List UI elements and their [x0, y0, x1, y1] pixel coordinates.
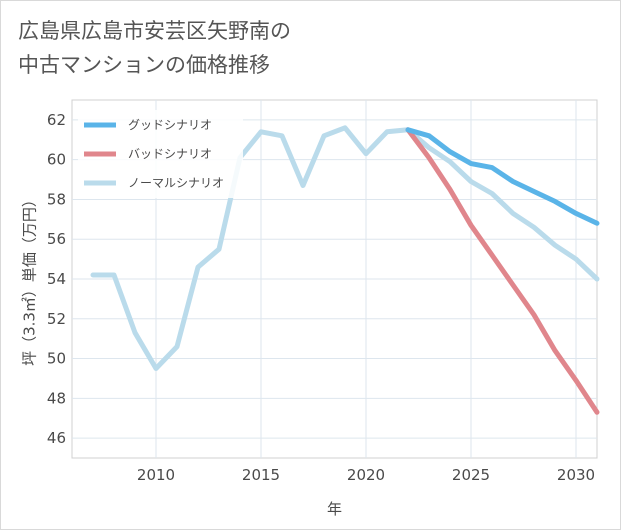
chart-title-line-2: 中古マンションの価格推移: [18, 53, 270, 77]
legend-label: ノーマルシナリオ: [128, 176, 224, 190]
x-tick-label: 2020: [347, 466, 385, 484]
chart-title-line-1: 広島県広島市安芸区矢野南の: [18, 19, 291, 43]
x-tick-label: 2025: [452, 466, 490, 484]
legend-label: バッドシナリオ: [128, 147, 212, 161]
series-lines: [90, 125, 600, 415]
series-line: [405, 127, 600, 415]
x-axis-title: 年: [327, 500, 342, 518]
y-tick-label: 48: [47, 389, 66, 407]
series-line: [90, 125, 600, 371]
y-tick-label: 56: [47, 230, 66, 248]
x-tick-label: 2015: [242, 466, 280, 484]
y-tick-label: 46: [47, 429, 66, 447]
y-tick-label: 54: [47, 270, 66, 288]
y-tick-label: 50: [47, 350, 66, 368]
y-tick-label: 52: [47, 310, 66, 328]
x-tick-label: 2030: [557, 466, 595, 484]
series-line: [405, 127, 600, 226]
x-tick-label: 2010: [137, 466, 175, 484]
y-tick-label: 62: [47, 111, 66, 129]
y-tick-label: 60: [47, 151, 66, 169]
y-tick-label: 58: [47, 190, 66, 208]
axis-ticks: 46 48 50 52 54 56 58 60 62 2010 2015 2020 2025 2030: [47, 111, 595, 484]
y-axis-title: 坪（3.3㎡）単価（万円）: [21, 192, 39, 366]
chart-title: 広島県広島市安芸区矢野南の 中古マンションの価格推移: [18, 14, 291, 82]
legend-label: グッドシナリオ: [128, 118, 212, 132]
